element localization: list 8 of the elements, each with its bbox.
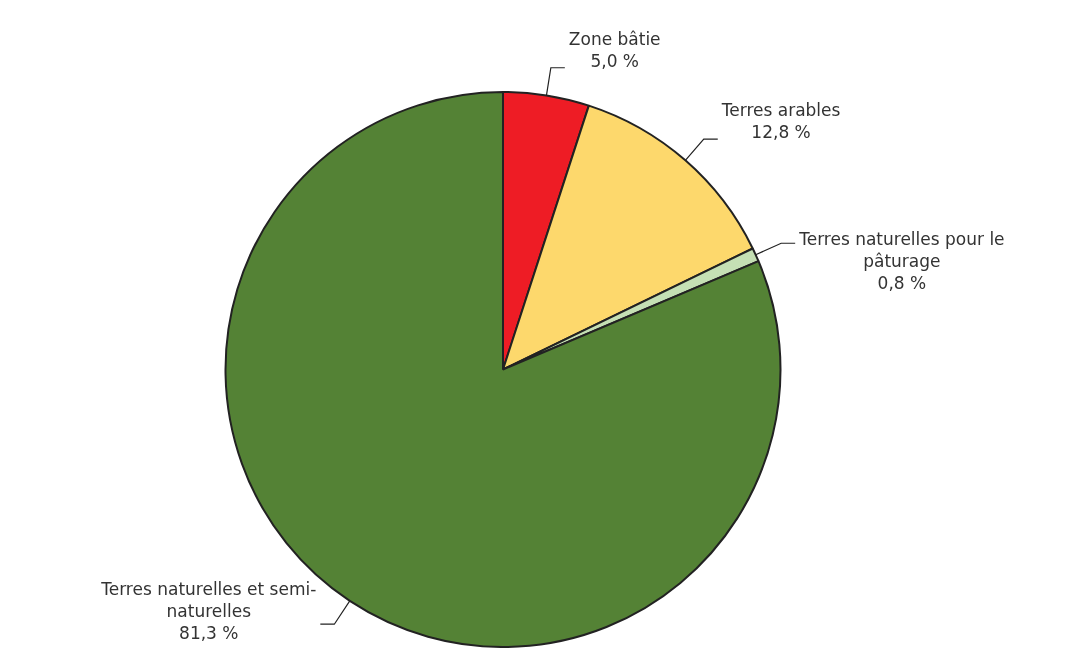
data-label: 81,3 % [179,622,239,643]
data-label: 0,8 % [877,273,927,294]
slice-label: Zone bâtie [568,28,661,49]
slice-label: Terres naturelles et semi-naturelles [100,578,317,621]
slice-label: Terres naturelles pour le pâturage [798,229,1005,272]
data-label: 12,8 % [751,122,811,143]
slice-label: Terres arables [720,100,841,121]
data-label: 5,0 % [590,50,640,71]
